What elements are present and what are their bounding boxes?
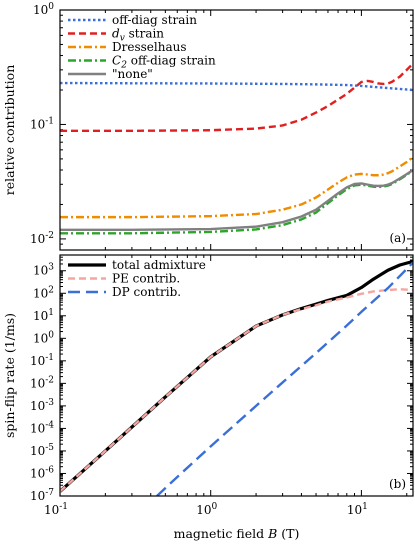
panel-label: (a): [389, 231, 406, 245]
y-axis-title: relative contribution: [2, 65, 17, 196]
legend-label: dv strain: [112, 27, 164, 44]
y-tick-label: 10-3: [30, 398, 54, 413]
y-tick-label: 10-7: [30, 488, 54, 503]
y-tick-label: 10-1: [30, 116, 54, 131]
y-tick-label: 101: [33, 308, 54, 323]
y-tick-label: 100: [33, 2, 54, 17]
x-axis-title: magnetic field B (T): [174, 526, 300, 541]
y-tick-label: 10-4: [30, 420, 54, 435]
x-tick-label: 101: [347, 502, 368, 517]
y-tick-label: 102: [33, 285, 54, 300]
y-tick-label: 10-5: [30, 443, 54, 458]
legend-label: "none": [112, 67, 153, 81]
series-line-dresselhaus: [60, 156, 413, 219]
series-line-none: [60, 169, 413, 232]
y-tick-label: 10-1: [30, 353, 54, 368]
series-line-dp-contrib: [156, 261, 413, 496]
panel-a: 10-2 10-1 100 relative contribution (a) off-d…: [2, 2, 414, 251]
legend-label: C2 off-diag strain: [112, 54, 216, 71]
legend-label: PE contrib.: [112, 272, 180, 286]
series-line-pe-contrib: [60, 288, 413, 493]
legend-label: total admixture: [112, 258, 206, 272]
plot-frame: [59, 254, 414, 497]
x-tick-label: 100: [196, 502, 217, 517]
panel-label: (b): [389, 477, 406, 491]
legend-label: off-diag strain: [112, 13, 197, 27]
y-axis-title: spin-flip rate (1/ms): [2, 313, 17, 438]
y-tick-label: 103: [33, 263, 54, 278]
plot-frame: [59, 9, 414, 251]
panel-b: 10-7 10-6 10-5 10-4 10-3 10-2 10-1 100 101 102 103…: [2, 254, 414, 541]
y-tick-label: 100: [33, 330, 54, 345]
y-tick-label: 10-6: [30, 465, 54, 480]
x-tick-label: 10-1: [44, 502, 68, 517]
legend-label: DP contrib.: [112, 285, 181, 299]
y-tick-label: 10-2: [30, 231, 54, 246]
y-tick-label: 10-2: [30, 375, 54, 390]
series-line-dv-strain: [60, 62, 413, 133]
series-line-off-diag-strain: [60, 81, 413, 92]
series-line-c2-off-diag-strain: [60, 169, 413, 235]
legend-label: Dresselhaus: [112, 40, 186, 54]
